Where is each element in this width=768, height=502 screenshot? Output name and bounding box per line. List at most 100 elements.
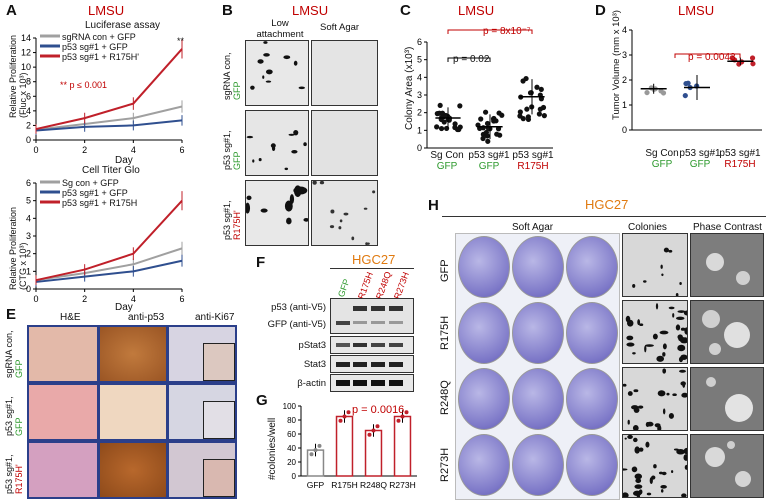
d-point <box>658 88 664 94</box>
panel-d-p1: p = 0.0043 <box>688 52 736 63</box>
hc1-colony <box>679 282 682 286</box>
g-point <box>313 448 318 453</box>
hc4-colony <box>638 447 644 452</box>
panel-f-row-4-label: Stat3 <box>303 359 326 370</box>
panel-a-top-sig: ** <box>177 36 185 46</box>
hc4-colony <box>618 468 628 471</box>
b11-colony <box>257 59 264 64</box>
panel-c-p1: p = 0.02 <box>453 54 490 65</box>
b32-colony <box>329 225 335 229</box>
h-dish-2-1 <box>458 302 510 364</box>
panel-e-p53-3 <box>98 441 168 499</box>
panel-b-col2: Soft Agar <box>320 22 360 33</box>
panel-e-ki67-1 <box>167 325 237 383</box>
panel-label-f: F <box>256 254 266 271</box>
hc3-colony <box>627 419 630 425</box>
hc1-colony <box>661 273 664 277</box>
hc3-colony <box>672 393 677 397</box>
g-point <box>367 432 372 437</box>
g-point <box>342 414 347 419</box>
g-ytick-label: 40 <box>287 444 296 453</box>
panel-b-image-3-1 <box>245 180 309 246</box>
b21-colony <box>284 167 289 171</box>
panel-h-col-3: Phase Contrast <box>693 222 762 233</box>
b31-colony <box>284 200 293 212</box>
panel-e-p53-2 <box>98 383 168 441</box>
hc4-colony <box>634 473 643 480</box>
hc2-colony <box>677 344 686 352</box>
d-sig-bracket <box>674 53 741 58</box>
hc2-colony <box>656 355 665 362</box>
a-top-ytick-label: 10 <box>21 62 31 72</box>
c-point <box>437 102 443 109</box>
c-ytick-label: 0 <box>417 143 422 153</box>
c-point <box>517 109 523 115</box>
hc2-colony <box>675 316 685 321</box>
hc4-colony <box>621 492 629 499</box>
panel-c-cat-2: p53 sg#1 GFP <box>468 150 510 172</box>
panel-h-plate <box>455 233 620 500</box>
b31-colony <box>245 202 251 214</box>
panel-e-ki67-3 <box>167 441 237 499</box>
hc4-colony <box>660 489 664 493</box>
panel-a-bottom-title: Cell Titer Glo <box>82 165 140 176</box>
hc2-colony <box>662 343 667 350</box>
hc4-colony <box>649 477 653 484</box>
panel-e-he-3 <box>27 441 99 499</box>
b21-colony <box>288 133 295 136</box>
b21-colony <box>270 143 276 148</box>
panel-label-e: E <box>6 306 17 323</box>
hc2-colony <box>680 338 689 344</box>
c-point <box>525 114 531 120</box>
hc1-colony <box>660 264 663 269</box>
panel-a-top-legend-1: sgRNA con + GFP <box>62 32 136 42</box>
b32-colony <box>319 180 325 185</box>
a-bottom-xtick-label: 2 <box>82 294 87 304</box>
hc3-colony <box>678 369 687 373</box>
panel-h-title: HGC27 <box>585 197 629 212</box>
panel-f-lane-4: R273H <box>392 270 411 301</box>
panel-a-bottom-legend-3: p53 sg#1 + R175H <box>62 198 138 208</box>
g-bar-4 <box>393 415 412 477</box>
c-point <box>520 78 526 84</box>
panel-e-row-3-label: p53 sg#1, R175H' <box>4 454 24 494</box>
panel-label-d: D <box>595 2 606 19</box>
panel-b-col1: Low attachment <box>256 18 304 40</box>
panel-f-lane-2: R175H <box>356 270 375 301</box>
hc3-colony <box>646 421 654 427</box>
b21-colony <box>291 150 298 154</box>
hc4-colony <box>627 434 633 439</box>
c-point <box>517 113 523 119</box>
a-top-series-2-line <box>35 119 183 132</box>
panel-e-ki67-2-inset <box>203 401 235 439</box>
panel-f-lane-3: R248Q <box>374 270 394 301</box>
panel-f-blot-actin <box>330 374 414 392</box>
a-bottom-ytick-label: 1 <box>26 266 31 276</box>
hc3-colony <box>637 405 644 409</box>
panel-d-cat-3: p53 sg#1 R175H <box>719 148 761 170</box>
d-ytick-label: 2 <box>622 75 627 85</box>
hc1-colony <box>663 247 669 253</box>
hc4-colony <box>684 464 689 470</box>
b32-colony <box>312 180 317 185</box>
panel-f-row-1-label: p53 (anti-V5) <box>271 302 326 313</box>
hc2-colony <box>675 324 681 331</box>
panel-a-top-title: Luciferase assay <box>85 20 161 31</box>
g-ytick-label: 100 <box>283 402 297 411</box>
hc4-colony <box>661 471 667 476</box>
hc3-colony <box>681 392 689 398</box>
d-ytick-label: 0 <box>622 125 627 135</box>
panel-c-chart: 0 1 2 3 4 5 6 <box>417 29 553 153</box>
d-ytick-label: 4 <box>622 25 627 35</box>
panel-e-he-1 <box>27 325 99 383</box>
hc4-colony <box>683 454 689 461</box>
c-point <box>537 106 543 112</box>
hc1-colony <box>675 292 679 297</box>
a-bottom-series-2-line <box>35 259 183 283</box>
hc2-colony <box>637 319 641 326</box>
hc2-colony <box>680 327 686 331</box>
hc3-colony <box>662 368 667 374</box>
a-top-xtick-label: 4 <box>131 145 136 155</box>
c-point <box>524 106 530 112</box>
a-top-ytick-label: 2 <box>26 120 31 130</box>
